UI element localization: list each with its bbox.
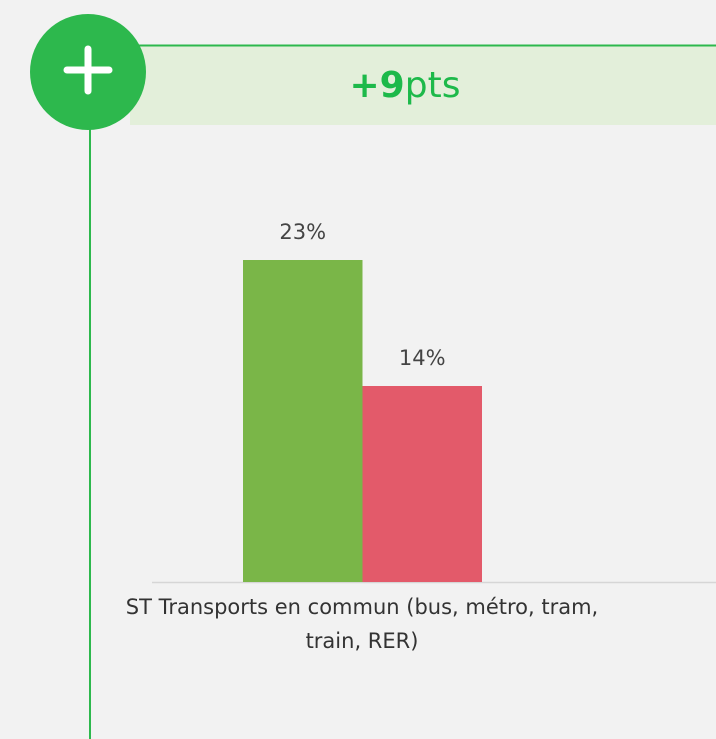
x-tick-label: ST Transports en commun (bus, métro, tra… xyxy=(125,595,599,653)
bar xyxy=(243,260,363,582)
data-label: 23% xyxy=(279,220,326,244)
bar xyxy=(362,386,482,582)
delta-annotation: +9pts xyxy=(350,65,461,106)
delta-unit: pts xyxy=(405,65,461,106)
data-label: 14% xyxy=(399,346,446,370)
header-band xyxy=(130,45,716,125)
delta-value: +9 xyxy=(350,65,405,106)
